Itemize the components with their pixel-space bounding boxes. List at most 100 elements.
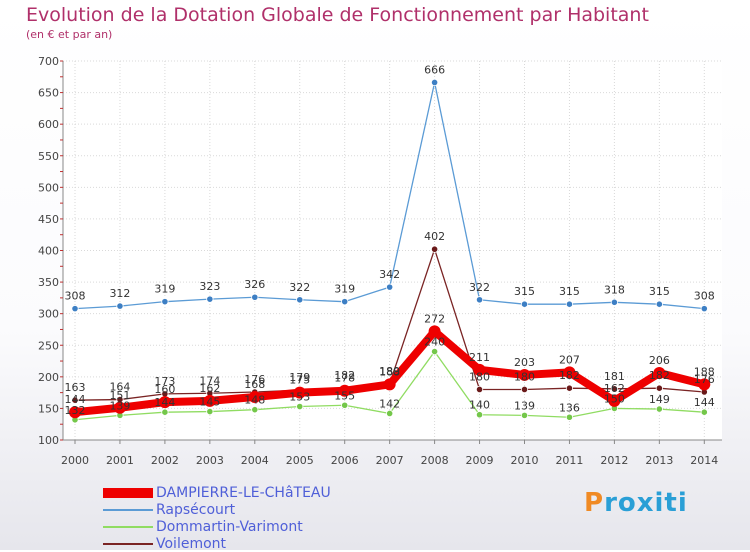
data-point-rapsecourt: [430, 78, 439, 87]
data-label-voilemont: 402: [424, 230, 445, 243]
y-tick-label: 600: [38, 118, 59, 131]
logo-first-letter: P: [584, 488, 605, 518]
data-label-dampierre: 162: [604, 382, 625, 395]
data-label-dommartin: 140: [469, 399, 490, 412]
axis-layer: 100 150 200 250 300 350 400 450 500 550 600 650 700 2…: [38, 55, 722, 467]
data-point-dommartin: [520, 411, 529, 419]
data-point-dommartin: [341, 401, 349, 409]
data-label-dommartin: 144: [694, 396, 715, 409]
data-point-rapsecourt: [610, 298, 619, 306]
data-label-dommartin: 150: [604, 392, 625, 405]
x-tick-label: 2001: [106, 454, 134, 467]
y-tick-label: 400: [38, 245, 59, 258]
data-label-dampierre: 160: [154, 383, 175, 396]
data-point-voilemont: [565, 384, 574, 392]
data-label-dampierre: 272: [424, 312, 445, 325]
y-tick-label: 350: [38, 276, 59, 289]
data-label-voilemont: 179: [289, 371, 310, 384]
data-point-rapsecourt: [206, 295, 214, 303]
data-point-rapsecourt: [655, 300, 663, 308]
data-label-dampierre: 207: [559, 353, 580, 366]
legend-label-voilemont: Voilemont: [156, 535, 227, 552]
data-label-rapsecourt: 322: [289, 281, 310, 294]
data-point-dommartin: [161, 408, 169, 416]
data-point-dommartin: [475, 411, 484, 419]
data-point-voilemont: [71, 396, 79, 404]
legend-item-dampierre: DAMPIERRE-LE-CHâTEAU: [103, 484, 331, 501]
data-point-rapsecourt: [341, 298, 349, 306]
y-tick-label: 450: [38, 213, 59, 226]
data-label-voilemont: 164: [109, 381, 130, 394]
x-tick-label: 2006: [331, 454, 359, 467]
legend-item-dommartin: Dommartin-Varimont: [103, 518, 331, 535]
data-label-voilemont: 181: [604, 370, 625, 383]
legend-item-voilemont: Voilemont: [103, 535, 331, 552]
x-tick-label: 2004: [241, 454, 269, 467]
data-label-voilemont: 180: [514, 370, 535, 383]
x-tick-label: 2009: [466, 454, 494, 467]
y-tick-label: 300: [38, 308, 59, 321]
data-point-dampierre: [518, 368, 531, 381]
legend-label-dommartin: Dommartin-Varimont: [156, 518, 303, 535]
data-label-voilemont: 176: [244, 373, 265, 386]
data-label-dommartin: 136: [559, 401, 580, 414]
data-label-rapsecourt: 666: [424, 63, 445, 76]
data-label-dommartin: 149: [649, 393, 670, 406]
data-label-dampierre: 168: [244, 378, 265, 391]
data-point-dommartin: [430, 347, 439, 356]
data-label-dampierre: 206: [649, 354, 670, 367]
data-label-voilemont: 163: [65, 381, 86, 394]
data-label-dampierre: 175: [289, 374, 310, 387]
data-label-rapsecourt: 342: [379, 268, 400, 281]
chart-title: Evolution de la Dotation Globale de Fonc…: [26, 4, 649, 26]
data-point-dampierre: [383, 378, 396, 391]
x-tick-label: 2010: [511, 454, 539, 467]
data-point-voilemont: [655, 384, 663, 392]
data-label-rapsecourt: 312: [109, 287, 130, 300]
data-label-dampierre: 151: [109, 389, 130, 402]
data-point-rapsecourt: [251, 293, 259, 301]
data-label-dampierre: 162: [199, 382, 220, 395]
data-point-rapsecourt: [475, 296, 484, 304]
x-tick-label: 2007: [376, 454, 404, 467]
data-label-dommartin: 145: [199, 396, 220, 409]
data-label-dampierre: 188: [379, 365, 400, 378]
legend-swatch-dampierre: [103, 487, 153, 498]
y-tick-label: 500: [38, 181, 59, 194]
data-point-dommartin: [206, 407, 214, 416]
data-point-dommartin: [655, 405, 663, 413]
proxiti-logo: Proxiti: [584, 488, 688, 518]
data-point-rapsecourt: [565, 300, 574, 308]
x-tick-label: 2002: [151, 454, 179, 467]
y-tick-label: 550: [38, 150, 59, 163]
legend: DAMPIERRE-LE-CHâTEAU Rapsécourt Dommarti…: [103, 484, 331, 552]
data-point-voilemont: [520, 385, 529, 394]
chart-subtitle: (en € et par an): [26, 28, 113, 41]
data-label-dommartin: 139: [109, 399, 130, 412]
data-point-dampierre: [698, 378, 711, 391]
y-tick-label: 650: [38, 87, 59, 100]
data-label-rapsecourt: 315: [649, 285, 670, 298]
data-point-dampierre: [203, 394, 216, 407]
legend-label-dampierre: DAMPIERRE-LE-CHâTEAU: [156, 484, 331, 501]
data-point-voilemont: [430, 245, 439, 253]
data-label-dampierre: 144: [65, 393, 86, 406]
data-point-rapsecourt: [296, 296, 304, 304]
data-point-dampierre: [248, 391, 261, 404]
legend-swatch-dommartin: [103, 525, 153, 528]
data-label-dampierre: 188: [694, 365, 715, 378]
legend-swatch-rapsecourt: [103, 508, 153, 511]
x-tick-label: 2014: [690, 454, 718, 467]
data-label-voilemont: 182: [559, 369, 580, 382]
logo-rest: roxiti: [604, 488, 688, 518]
data-label-voilemont: 180: [469, 370, 490, 383]
data-label-dampierre: 178: [334, 372, 355, 385]
data-label-voilemont: 182: [334, 369, 355, 382]
data-label-dommartin: 153: [289, 391, 310, 404]
data-label-dommartin: 148: [244, 394, 265, 407]
data-point-dampierre: [473, 363, 486, 376]
data-label-rapsecourt: 318: [604, 283, 625, 296]
x-tick-label: 2012: [600, 454, 628, 467]
